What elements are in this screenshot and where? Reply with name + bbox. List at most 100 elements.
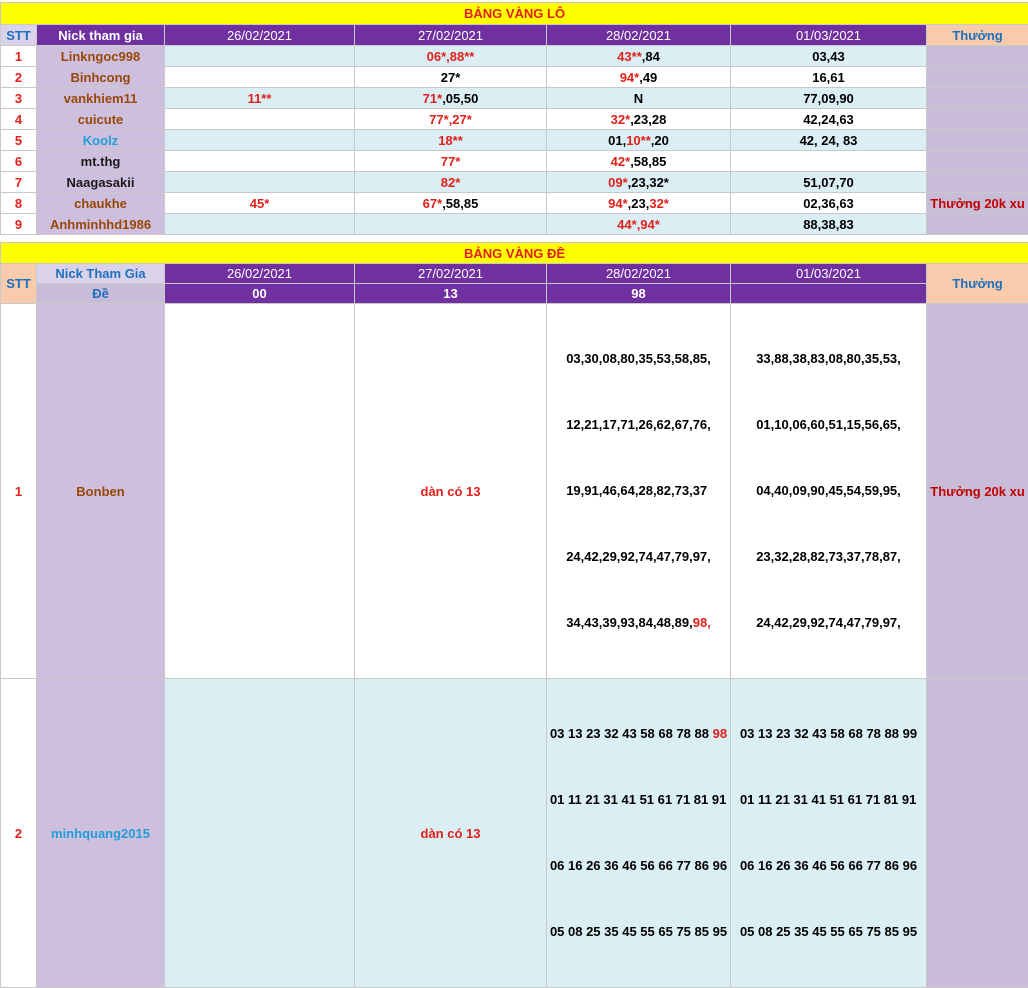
lo-cell: 71*,05,50 (355, 88, 547, 109)
de-nick-header: Nick Tham Gia (37, 264, 165, 284)
lo-cell-value: 42,24,63 (803, 112, 854, 127)
de-result: 00 (165, 284, 355, 304)
lo-cell: 88,38,83 (731, 214, 927, 235)
lo-cell-value: 77*,27* (429, 112, 472, 127)
lo-cell-value: 01, (608, 133, 626, 148)
de-label: Đề (37, 284, 165, 304)
de-row-stt: 1 (1, 304, 37, 679)
de-number-block: 33,88,38,83,08,80,35,53, 01,10,06,60,51,… (756, 304, 901, 678)
de-date-header: 28/02/2021 (547, 264, 731, 284)
lo-reward-header: Thưởng (927, 25, 1028, 46)
lo-cell-value: 09* (608, 175, 628, 190)
de-cell (165, 679, 355, 988)
lo-cell-value: 77,09,90 (803, 91, 854, 106)
lo-row-stt: 3 (1, 88, 37, 109)
de-row-stt: 2 (1, 679, 37, 988)
lo-cell-value: 88,38,83 (803, 217, 854, 232)
lo-cell: 77,09,90 (731, 88, 927, 109)
lo-row-nick: cuicute (37, 109, 165, 130)
lo-cell: 03,43 (731, 46, 927, 67)
lo-cell: 51,07,70 (731, 172, 927, 193)
lo-cell: 16,61 (731, 67, 927, 88)
lo-cell (165, 151, 355, 172)
de-date-header: 27/02/2021 (355, 264, 547, 284)
lo-cell-value: N (634, 91, 643, 106)
de-result: 13 (355, 284, 547, 304)
lo-cell-value: 42* (611, 154, 631, 169)
lo-cell: 82* (355, 172, 547, 193)
lo-cell: 45* (165, 193, 355, 214)
lo-cell-value: 42, 24, 83 (800, 133, 858, 148)
lo-cell (165, 172, 355, 193)
lo-cell-value: 06* (427, 49, 447, 64)
lo-row-stt: 2 (1, 67, 37, 88)
de-table: BẢNG VÀNG ĐỀ STT Nick Tham Gia 26/02/202… (0, 242, 1028, 988)
de-cell: dàn có 13 (355, 304, 547, 679)
de-date-header: 01/03/2021 (731, 264, 927, 284)
lo-row-nick: chaukhe (37, 193, 165, 214)
lo-cell-value: 03,43 (812, 49, 845, 64)
lo-cell-value: 51,07,70 (803, 175, 854, 190)
lo-cell-value: ,58,85 (442, 196, 478, 211)
lo-row-nick: Naagasakii (37, 172, 165, 193)
lo-cell-value: 94* (608, 196, 628, 211)
lo-reward (927, 151, 1028, 172)
lo-cell-value: 77* (441, 154, 461, 169)
de-cell (165, 304, 355, 679)
de-cell: dàn có 13 (355, 679, 547, 988)
lo-reward (927, 130, 1028, 151)
lo-row-nick: Koolz (37, 130, 165, 151)
lo-row-stt: 6 (1, 151, 37, 172)
lo-cell: 77*,27* (355, 109, 547, 130)
lo-reward (927, 46, 1028, 67)
lo-title: BẢNG VÀNG LÔ (1, 3, 1028, 25)
lo-cell: 11** (165, 88, 355, 109)
lo-row-nick: Anhminhhd1986 (37, 214, 165, 235)
de-stt-header: STT (1, 264, 37, 304)
lo-row-stt: 5 (1, 130, 37, 151)
lo-cell: 94*,23,32* (547, 193, 731, 214)
lo-cell: 01,10**,20 (547, 130, 731, 151)
lo-nick-header: Nick tham gia (37, 25, 165, 46)
lo-cell-value: ,20 (651, 133, 669, 148)
lo-cell-value: 82* (441, 175, 461, 190)
lo-table: BẢNG VÀNG LÔ STT Nick tham gia 26/02/202… (0, 2, 1028, 235)
lo-cell-value: 94* (620, 70, 640, 85)
de-cell: 03 13 23 32 43 58 68 78 88 98 01 11 21 3… (547, 679, 731, 988)
lo-stt-header: STT (1, 25, 37, 46)
lo-cell-value: ,05,50 (442, 91, 478, 106)
lo-cell (165, 67, 355, 88)
lo-cell-value: 44*,94* (617, 217, 660, 232)
de-number-block: 03 13 23 32 43 58 68 78 88 98 01 11 21 3… (550, 679, 727, 987)
lo-date-header: 26/02/2021 (165, 25, 355, 46)
de-title: BẢNG VÀNG ĐỀ (1, 243, 1028, 264)
lo-cell-value: 16,61 (812, 70, 845, 85)
lo-reward (927, 172, 1028, 193)
lo-cell-value: ,58,85 (630, 154, 666, 169)
de-cell: 33,88,38,83,08,80,35,53, 01,10,06,60,51,… (731, 304, 927, 679)
de-result (731, 284, 927, 304)
de-cell: 03 13 23 32 43 58 68 78 88 99 01 11 21 3… (731, 679, 927, 988)
lo-cell (165, 214, 355, 235)
lo-row-nick: vankhiem11 (37, 88, 165, 109)
lo-cell-value: 02,36,63 (803, 196, 854, 211)
lo-cell: 27* (355, 67, 547, 88)
lo-cell (165, 46, 355, 67)
lo-cell: 67*,58,85 (355, 193, 547, 214)
lo-cell: 02,36,63 (731, 193, 927, 214)
lo-cell: 77* (355, 151, 547, 172)
lo-reward: Thưởng 20k xu (927, 193, 1028, 214)
de-number-block: 03 13 23 32 43 58 68 78 88 99 01 11 21 3… (740, 679, 917, 987)
lo-cell-value: 18** (438, 133, 463, 148)
de-row-nick: minhquang2015 (37, 679, 165, 988)
lo-cell-value: 45* (250, 196, 270, 211)
de-reward: Thưởng 20k xu (927, 304, 1028, 679)
lo-date-header: 27/02/2021 (355, 25, 547, 46)
